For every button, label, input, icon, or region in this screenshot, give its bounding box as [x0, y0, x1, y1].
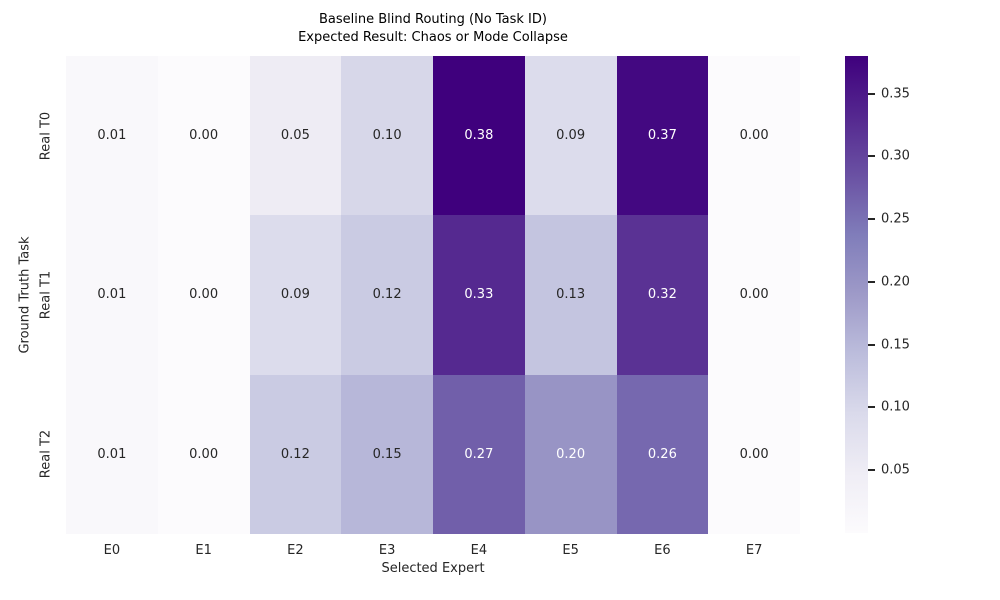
colorbar-tick-label: 0.35 — [881, 86, 910, 102]
heatmap-cell: 0.26 — [616, 374, 709, 534]
cell-value: 0.00 — [189, 287, 219, 303]
cell-value: 0.20 — [556, 446, 586, 462]
cell-value: 0.13 — [556, 287, 586, 303]
cell-value: 0.38 — [464, 128, 494, 144]
heatmap-cell: 0.37 — [616, 56, 709, 216]
colorbar-tick-mark — [868, 155, 875, 158]
y-tick-label: Real T2 — [38, 430, 54, 479]
colorbar-tick-mark — [868, 92, 875, 95]
heatmap-cell: 0.27 — [433, 374, 525, 534]
x-tick-label: E0 — [103, 543, 121, 558]
heatmap-cell: 0.32 — [616, 215, 709, 375]
heatmap-cell: 0.01 — [66, 215, 158, 375]
y-axis-label: Ground Truth Task — [17, 236, 33, 354]
colorbar — [845, 56, 868, 533]
colorbar-tick-mark — [868, 218, 875, 221]
cell-value: 0.01 — [97, 287, 127, 303]
colorbar-tick-label: 0.15 — [881, 337, 910, 353]
cell-value: 0.09 — [556, 128, 586, 144]
x-tick-label: E6 — [654, 543, 671, 558]
cell-value: 0.01 — [97, 128, 127, 144]
x-axis-label: Selected Expert — [381, 561, 485, 576]
cell-value: 0.33 — [464, 287, 494, 303]
cell-value: 0.09 — [280, 287, 310, 303]
colorbar-tick-label: 0.30 — [881, 148, 910, 164]
cell-value: 0.00 — [189, 446, 219, 462]
heatmap-cell: 0.13 — [524, 215, 617, 375]
heatmap-cell: 0.00 — [157, 374, 250, 534]
heatmap-cell: 0.05 — [249, 56, 342, 216]
cell-value: 0.00 — [739, 128, 769, 144]
heatmap-cell: 0.33 — [433, 215, 525, 375]
heatmap-cell: 0.12 — [341, 215, 433, 375]
heatmap-grid: 0.01 0.00 0.05 0.10 0.38 0.09 0.37 0.00 0.01 0.00… — [66, 56, 800, 534]
x-tick-label: E5 — [562, 543, 579, 558]
cell-value: 0.37 — [647, 128, 677, 144]
colorbar-tick-label: 0.05 — [881, 462, 910, 478]
colorbar-tick-mark — [868, 469, 875, 472]
chart-title-line2: Expected Result: Chaos or Mode Collapse — [298, 30, 568, 45]
x-tick-label: E2 — [287, 543, 304, 558]
colorbar-tick-label: 0.10 — [881, 399, 910, 415]
heatmap-cell: 0.01 — [66, 374, 158, 534]
x-tick-label: E7 — [745, 543, 763, 558]
heatmap-cell: 0.00 — [708, 215, 800, 375]
cell-value: 0.00 — [189, 128, 219, 144]
x-tick-label: E3 — [378, 543, 396, 558]
cell-value: 0.32 — [647, 287, 677, 303]
heatmap-cell: 0.12 — [249, 374, 342, 534]
heatmap-cell: 0.10 — [341, 56, 433, 216]
cell-value: 0.00 — [739, 446, 769, 462]
cell-value: 0.12 — [372, 287, 402, 303]
cell-value: 0.12 — [280, 446, 310, 462]
colorbar-tick-mark — [868, 406, 875, 409]
cell-value: 0.27 — [464, 446, 494, 462]
colorbar-tick-label: 0.25 — [881, 211, 910, 227]
heatmap-cell: 0.38 — [433, 56, 525, 216]
chart-title-line1: Baseline Blind Routing (No Task ID) — [319, 12, 547, 27]
cell-value: 0.00 — [739, 287, 769, 303]
x-tick-label: E1 — [195, 543, 212, 558]
colorbar-tick-label: 0.20 — [881, 274, 910, 290]
cell-value: 0.15 — [372, 446, 402, 462]
colorbar-tick-mark — [868, 343, 875, 346]
colorbar-tick-mark — [868, 280, 875, 283]
cell-value: 0.10 — [372, 128, 402, 144]
cell-value: 0.05 — [280, 128, 310, 144]
cell-value: 0.01 — [97, 446, 127, 462]
heatmap-cell: 0.15 — [341, 374, 433, 534]
y-tick-label: Real T0 — [38, 111, 54, 160]
heatmap-cell: 0.01 — [66, 56, 158, 216]
heatmap-cell: 0.20 — [524, 374, 617, 534]
heatmap-cell: 0.00 — [708, 374, 800, 534]
heatmap-cell: 0.09 — [524, 56, 617, 216]
y-tick-label: Real T1 — [38, 270, 54, 320]
heatmap-cell: 0.00 — [708, 56, 800, 216]
heatmap-cell: 0.00 — [157, 56, 250, 216]
heatmap-cell: 0.09 — [249, 215, 342, 375]
x-tick-label: E4 — [470, 543, 488, 558]
cell-value: 0.26 — [647, 446, 677, 462]
chart-title: Baseline Blind Routing (No Task ID) Expe… — [298, 11, 568, 47]
heatmap-cell: 0.00 — [157, 215, 250, 375]
